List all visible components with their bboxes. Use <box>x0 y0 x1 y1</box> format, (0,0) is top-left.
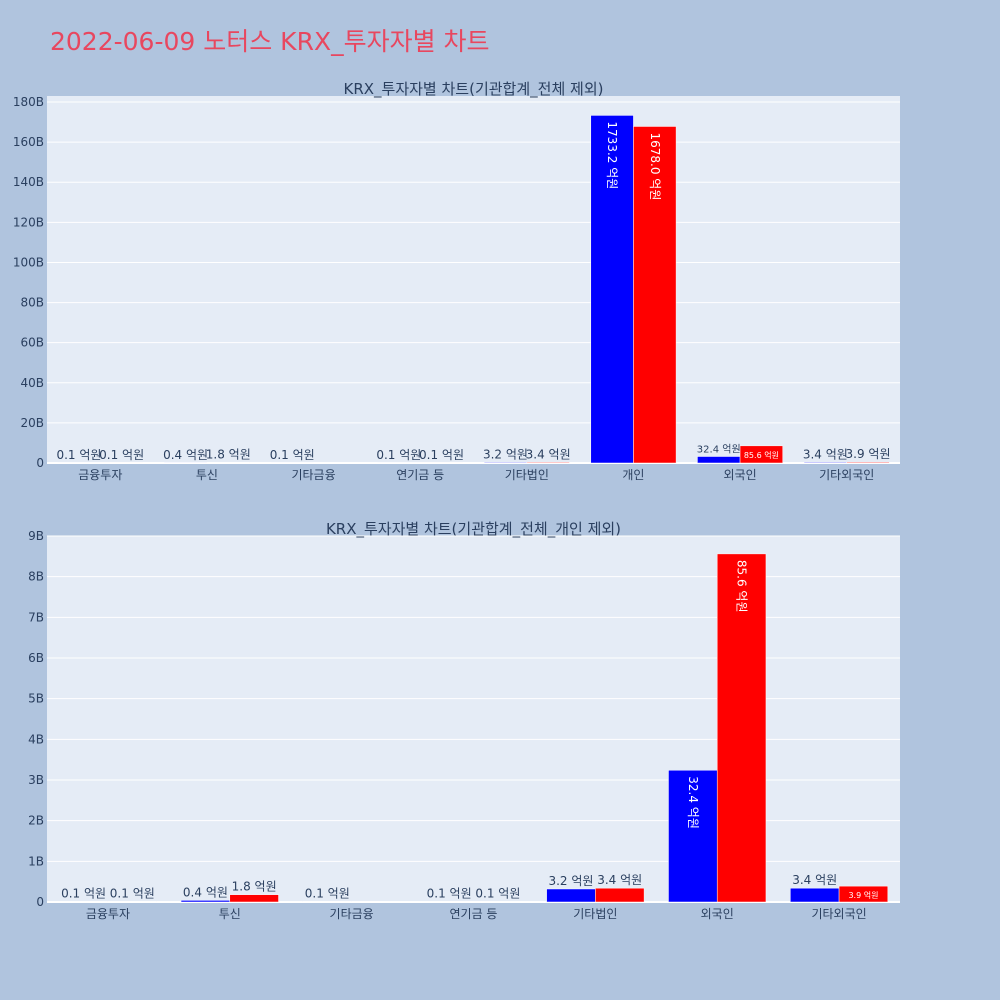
bar <box>526 462 570 464</box>
bar-value-label: 3.2 억원 <box>483 447 528 461</box>
x-tick-label: 투신 <box>196 468 218 482</box>
bar <box>739 445 783 464</box>
bar-value-label: 0.4 억원 <box>163 448 208 462</box>
bar-value-label: 0.1 억원 <box>61 887 106 901</box>
bar-value-label: 3.2 억원 <box>548 874 593 888</box>
bar-value-label: 1.8 억원 <box>206 448 251 462</box>
bar-value-label: 3.9 억원 <box>846 447 891 461</box>
bar <box>229 894 279 903</box>
x-tick-label: 기타금융 <box>291 468 335 482</box>
x-tick-label: 외국인 <box>724 468 757 482</box>
bar <box>716 553 767 903</box>
bar <box>846 461 890 464</box>
bar-value-label: 1.8 억원 <box>232 880 277 894</box>
bar-value-label: 32.4 억원 <box>697 444 741 456</box>
chart-bottom: KRX_투자자별 차트(기관합계_전체_개인 제외) 0 1B 2B 3B 4B 5B 6B 7… <box>28 520 900 921</box>
bar-value-label: 1733.2 억원 <box>605 121 619 189</box>
y-tick-label: 20B <box>20 416 44 430</box>
y-tick-label: 40B <box>20 376 44 390</box>
x-tick-label: 기타외국인 <box>811 907 866 921</box>
x-tick-label: 금융투자 <box>86 907 130 921</box>
y-tick-label: 160B <box>13 135 44 149</box>
y-tick-label: 6B <box>28 651 44 665</box>
bar <box>838 885 889 903</box>
plot-area <box>47 96 900 463</box>
bar-value-label: 3.4 억원 <box>792 873 837 887</box>
y-tick-label: 0 <box>36 456 44 470</box>
y-tick-label: 60B <box>20 336 44 350</box>
bar-value-label: 0.4 억원 <box>183 885 228 899</box>
bar-value-label: 0.1 억원 <box>99 448 144 462</box>
bar-value-label: 0.1 억원 <box>376 448 421 462</box>
y-tick-label: 100B <box>13 255 44 269</box>
x-tick-label: 투신 <box>219 907 241 921</box>
bar-value-label: 3.4 억원 <box>803 447 848 461</box>
x-tick-label: 기타법인 <box>573 907 617 921</box>
y-tick-label: 0 <box>36 895 44 909</box>
y-tick-label: 9B <box>28 529 44 543</box>
bar <box>180 900 231 903</box>
x-tick-label: 개인 <box>622 468 644 482</box>
y-tick-label: 4B <box>28 732 44 746</box>
bar-value-label: 0.1 억원 <box>475 887 520 901</box>
chart-title: KRX_투자자별 차트(기관합계_전체 제외) <box>344 80 604 99</box>
bar-value-label: 0.1 억원 <box>419 448 464 462</box>
bar <box>590 115 634 464</box>
bar-value-label: 0.1 억원 <box>110 887 155 901</box>
bar-value-label: 3.4 억원 <box>597 873 642 887</box>
x-tick-label: 외국인 <box>701 907 734 921</box>
y-tick-label: 140B <box>13 175 44 189</box>
y-tick-label: 1B <box>28 854 44 868</box>
y-tick-label: 120B <box>13 215 44 229</box>
y-tick-label: 5B <box>28 692 44 706</box>
x-tick-label: 기타법인 <box>505 468 549 482</box>
bar-value-label: 0.1 억원 <box>56 448 101 462</box>
y-tick-label: 8B <box>28 570 44 584</box>
chart-top: KRX_투자자별 차트(기관합계_전체 제외) 0 20B 40B 60B 80B 100B… <box>13 80 900 482</box>
x-tick-label: 기타외국인 <box>819 468 874 482</box>
bar <box>546 888 596 903</box>
bar-value-label: 1678.0 억원 <box>648 132 662 200</box>
bar-value-label: 85.6 억원 <box>735 560 749 613</box>
x-tick-label: 연기금 등 <box>450 907 498 921</box>
bar-value-label: 0.1 억원 <box>427 887 472 901</box>
y-tick-label: 2B <box>28 814 44 828</box>
bar-value-label: 3.9 억원 <box>848 890 878 900</box>
bar-value-label: 0.1 억원 <box>305 887 350 901</box>
bar <box>595 887 645 903</box>
y-tick-label: 3B <box>28 773 44 787</box>
bar <box>633 126 677 464</box>
bar <box>790 887 840 903</box>
x-tick-label: 연기금 등 <box>396 468 444 482</box>
bar-value-label: 85.6 억원 <box>744 450 779 460</box>
page-title: 2022-06-09 노터스 KRX_투자자별 차트 <box>50 27 490 56</box>
bar <box>668 769 718 903</box>
bar-value-label: 0.1 억원 <box>270 448 315 462</box>
chart-title: KRX_투자자별 차트(기관합계_전체_개인 제외) <box>326 520 621 539</box>
y-tick-label: 80B <box>20 296 44 310</box>
x-tick-label: 금융투자 <box>78 468 122 482</box>
bar-value-label: 32.4 억원 <box>686 776 700 829</box>
bar-value-label: 3.4 억원 <box>526 447 571 461</box>
x-tick-label: 기타금융 <box>330 907 374 921</box>
y-tick-label: 7B <box>28 610 44 624</box>
y-tick-label: 180B <box>13 95 44 109</box>
plot-area <box>47 536 900 902</box>
